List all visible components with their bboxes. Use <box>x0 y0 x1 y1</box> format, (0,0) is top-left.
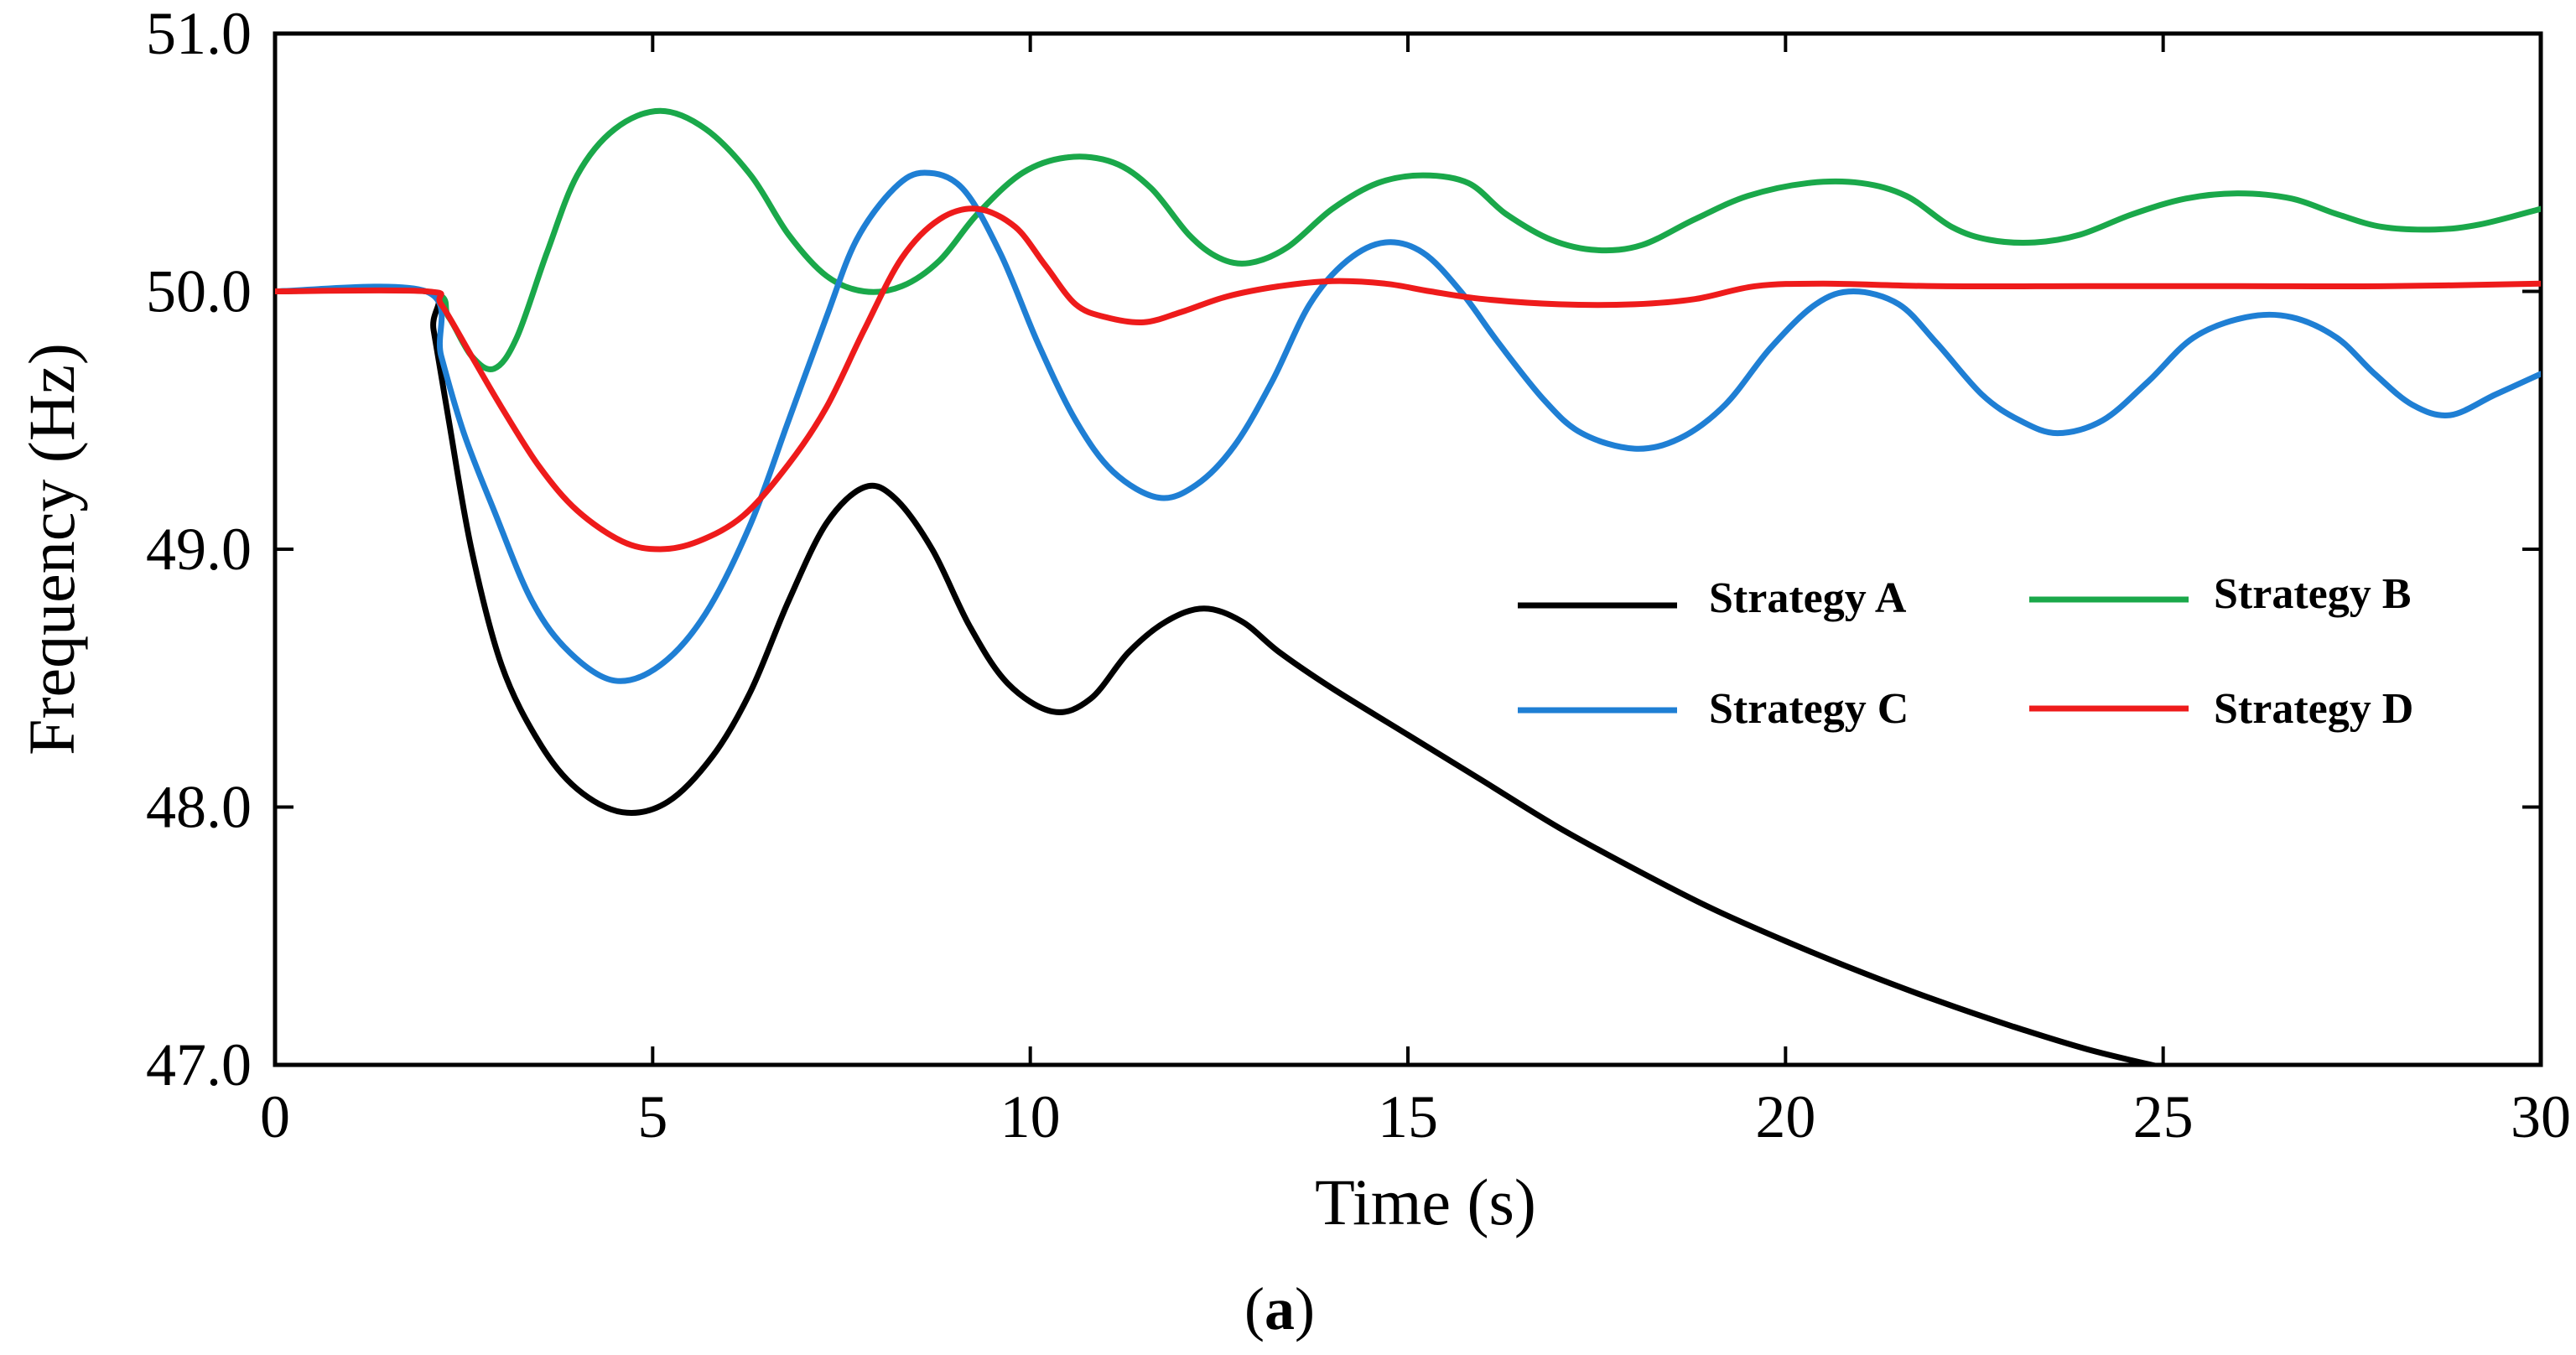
x-tick-label: 20 <box>1755 1083 1815 1150</box>
plot-frame <box>273 31 2543 1067</box>
x-tick-label: 25 <box>2133 1083 2194 1150</box>
legend-label-strategy-b: Strategy B <box>2214 570 2411 618</box>
series-line-strategy-b <box>275 107 2541 372</box>
series-line-strategy-a <box>275 285 2165 1065</box>
y-tick-label: 47.0 <box>146 1031 252 1098</box>
x-tick-label: 5 <box>637 1083 667 1150</box>
legend-label-strategy-a: Strategy A <box>1709 574 1907 622</box>
series-lines <box>275 107 2541 1065</box>
caption-open-paren: ( <box>1244 1275 1265 1342</box>
legend-label-strategy-c: Strategy C <box>1709 685 1909 733</box>
y-tick-label: 49.0 <box>146 516 252 583</box>
tick-marks <box>275 34 2541 1065</box>
y-tick-label: 48.0 <box>146 774 252 841</box>
series-line-strategy-c <box>275 169 2541 684</box>
y-axis-title: Frequency (Hz) <box>15 343 88 755</box>
caption-letter: a <box>1265 1275 1295 1342</box>
caption-close-paren: ) <box>1295 1275 1315 1342</box>
x-tick-label: 15 <box>1378 1083 1438 1150</box>
x-axis-title: Time (s) <box>1315 1166 1536 1238</box>
y-tick-label: 50.0 <box>146 258 252 325</box>
x-tick-label: 0 <box>260 1083 290 1150</box>
legend-label-strategy-d: Strategy D <box>2214 685 2413 733</box>
legend: Strategy A Strategy B Strategy C Strateg… <box>1518 570 2413 733</box>
x-tick-labels: 0 5 10 15 20 25 30 <box>260 1083 2571 1150</box>
series-line-strategy-d <box>275 205 2541 553</box>
y-tick-label: 51.0 <box>146 0 252 67</box>
figure-caption: (a) <box>1244 1275 1315 1342</box>
y-tick-labels: 47.0 48.0 49.0 50.0 51.0 <box>146 0 252 1098</box>
x-tick-label: 30 <box>2511 1083 2571 1150</box>
x-tick-label: 10 <box>1000 1083 1061 1150</box>
